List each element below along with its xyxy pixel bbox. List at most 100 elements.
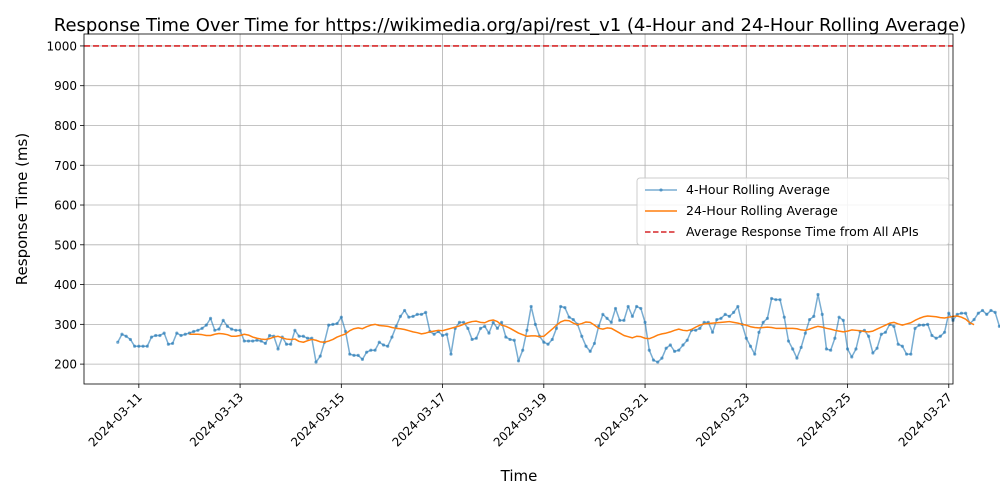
data-point (833, 336, 837, 340)
data-point (883, 330, 888, 334)
y-tick-label: 700 (54, 159, 77, 173)
series-line (189, 315, 975, 343)
data-point (930, 333, 934, 338)
data-point (656, 360, 660, 364)
data-point (571, 317, 575, 322)
data-point (841, 318, 845, 322)
data-point (934, 336, 938, 340)
data-point (314, 360, 318, 364)
data-point (521, 348, 525, 352)
data-point (837, 315, 841, 319)
data-point (584, 344, 588, 348)
data-point (381, 343, 386, 347)
data-point (403, 308, 407, 313)
data-point (512, 338, 516, 342)
data-point (516, 359, 521, 363)
data-point (630, 314, 635, 318)
data-point (909, 352, 913, 356)
data-point (508, 337, 512, 342)
data-point (829, 348, 833, 352)
data-point (166, 342, 170, 346)
y-axis-title: Response Time (ms) (13, 133, 31, 285)
data-point (268, 333, 272, 338)
data-point (356, 353, 360, 357)
data-point (715, 317, 719, 322)
data-point (900, 344, 904, 348)
data-point (390, 335, 394, 339)
data-point (559, 304, 563, 309)
data-point (424, 310, 428, 315)
data-point (626, 304, 630, 309)
legend: 4-Hour Rolling Average 24-Hour Rolling A… (636, 177, 950, 246)
data-point (905, 352, 909, 356)
data-point (263, 341, 267, 346)
data-point (959, 311, 964, 315)
data-point (533, 322, 537, 326)
data-point (293, 328, 297, 332)
data-point (542, 340, 546, 344)
data-point (647, 348, 651, 352)
y-tick-label: 600 (54, 199, 77, 213)
data-point (407, 315, 411, 319)
data-point (419, 312, 424, 316)
data-point (867, 334, 871, 338)
data-point (993, 310, 997, 315)
data-point (398, 314, 402, 318)
chart-title: Response Time Over Time for https://wiki… (54, 15, 966, 36)
data-point (554, 326, 559, 330)
data-point (761, 320, 765, 324)
data-point (989, 308, 993, 313)
data-point (474, 336, 478, 340)
data-point (335, 321, 339, 326)
data-point (824, 347, 829, 351)
data-point (289, 342, 293, 346)
series-group (116, 292, 1000, 364)
data-point (732, 310, 736, 315)
data-point (483, 324, 487, 328)
data-point (938, 334, 942, 338)
data-point (643, 320, 647, 324)
data-point (681, 343, 685, 347)
legend-label-reference: Average Response Time from All APIs (686, 224, 919, 239)
data-point (799, 345, 803, 350)
data-point (377, 340, 381, 344)
series-24h (189, 315, 975, 343)
data-point (710, 330, 715, 334)
data-point (246, 339, 251, 343)
data-point (613, 306, 618, 311)
data-point (284, 342, 289, 346)
data-point (137, 344, 141, 348)
data-point (845, 347, 850, 351)
data-point (204, 323, 208, 327)
data-point (394, 324, 398, 328)
data-point (318, 354, 322, 358)
y-tick-label: 400 (54, 278, 77, 292)
data-point (567, 315, 571, 319)
data-point (352, 353, 356, 357)
data-point (238, 328, 242, 332)
data-point (609, 320, 613, 324)
data-point (133, 344, 137, 348)
data-point (753, 352, 757, 356)
data-point (343, 329, 348, 334)
data-point (487, 331, 491, 335)
data-point (770, 296, 774, 301)
x-axis-title: Time (500, 467, 538, 485)
data-point (668, 343, 672, 347)
plot-frame (83, 33, 954, 385)
y-tick-label: 300 (54, 318, 77, 332)
data-point (225, 324, 230, 328)
data-point (685, 338, 689, 342)
data-point (791, 347, 795, 351)
data-point (255, 338, 259, 342)
data-point (947, 311, 951, 315)
data-point (997, 324, 1000, 328)
data-point (550, 337, 554, 342)
data-point (141, 344, 145, 348)
data-point (529, 304, 533, 309)
data-point (592, 341, 597, 346)
data-point (786, 339, 791, 343)
data-point (339, 315, 343, 319)
data-point (470, 337, 474, 342)
data-point (415, 312, 419, 316)
